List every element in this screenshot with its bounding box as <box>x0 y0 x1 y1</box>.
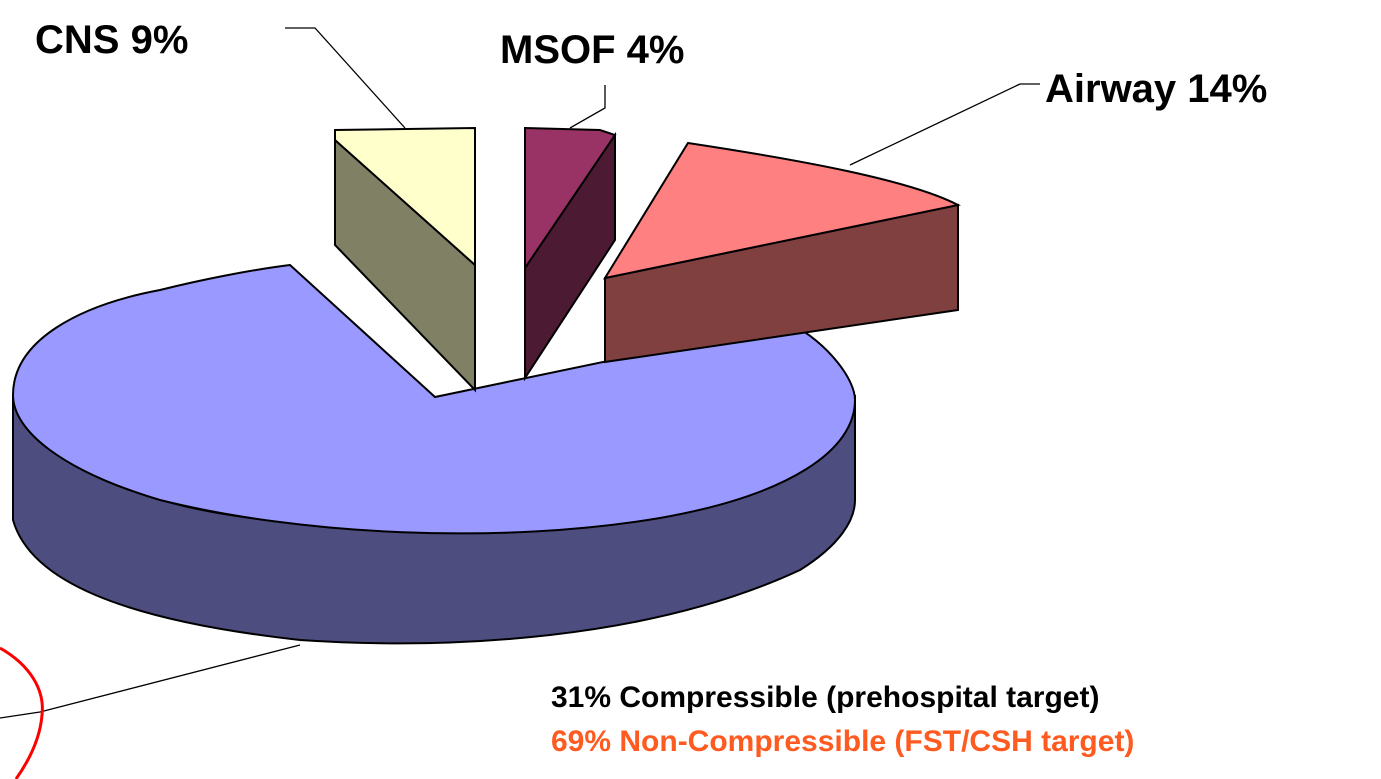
msof-slice-top <box>524 126 617 272</box>
main-leader-line <box>0 644 301 719</box>
non-compressible-note: 69% Non-Compressible (FST/CSH target) <box>551 725 1135 758</box>
airway-leader-line <box>849 83 1040 166</box>
cns-slice-top <box>334 126 476 268</box>
large-slice-top <box>11 263 857 535</box>
compressible-note: 31% Compressible (prehospital target) <box>551 681 1100 714</box>
cns-label: CNS 9% <box>35 18 188 62</box>
airway-label: Airway 14% <box>1045 67 1267 111</box>
msof-label: MSOF 4% <box>500 28 684 72</box>
airway-slice-top <box>602 141 961 280</box>
cns-leader-line <box>285 27 406 129</box>
msof-leader-line <box>569 85 606 129</box>
annotation-circle <box>0 646 44 779</box>
